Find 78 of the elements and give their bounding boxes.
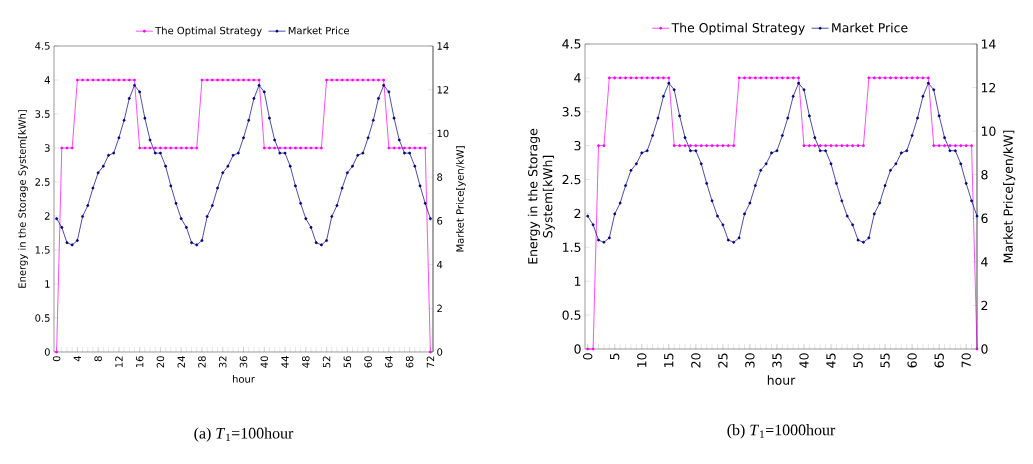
x-tick-label: 50 <box>853 353 863 368</box>
y2-axis-title: Market Price[yen/kW] <box>1003 130 1016 263</box>
y-axis-title: Energy in the Storage System[kWh] <box>18 110 28 288</box>
y2-tick-label: 6 <box>981 213 988 223</box>
y-axis-title: Energy in the Storage System[kWh] <box>527 128 555 264</box>
y2-tick-label: 8 <box>981 169 988 180</box>
x-tick-label: 45 <box>826 353 836 368</box>
x-tick-label: 65 <box>934 353 944 368</box>
x-tick-label: 55 <box>880 353 890 368</box>
y2-tick-label: 12 <box>437 86 449 94</box>
y2-tick-label: 12 <box>981 82 996 93</box>
x-tick-label: 0 <box>582 353 593 360</box>
x-tick-label: 4 <box>73 356 81 362</box>
x-tick-label: 70 <box>961 353 971 368</box>
x-tick-label: 60 <box>907 353 917 368</box>
y-tick-label: 2 <box>44 212 50 220</box>
y-tick-label: 2 <box>574 208 581 219</box>
y2-tick-label: 4 <box>437 260 443 269</box>
x-tick-label: 10 <box>637 353 647 367</box>
x-tick-label: 20 <box>691 353 701 368</box>
x-tick-label: 68 <box>405 356 414 368</box>
x-axis-title: hour <box>767 375 796 385</box>
text: (a) T$_{1}$=100hour <box>194 427 294 442</box>
x-tick-label: 52 <box>322 356 331 368</box>
x-tick-label: 20 <box>156 356 165 368</box>
y2-tick-label: 10 <box>981 126 996 136</box>
y-tick-label: 2.5 <box>562 174 581 185</box>
legend-label: Market Price <box>288 26 350 35</box>
y-tick-label: 3 <box>44 144 50 152</box>
y-tick-label: 4 <box>574 73 581 83</box>
x-tick-label: 30 <box>745 353 755 368</box>
x-tick-label: 56 <box>343 356 352 368</box>
x-tick-label: 40 <box>799 353 809 368</box>
text: (b) T$_{1}$=1000hour <box>727 424 836 439</box>
x-axis-title: hour <box>233 375 255 383</box>
y-tick-label: 1.5 <box>563 242 581 252</box>
y2-axis-title: Market Price[yen/kW] <box>456 146 466 252</box>
x-tick-label: 5 <box>610 353 620 360</box>
y-tick-label: 1 <box>574 276 581 286</box>
y-tick-label: 4.5 <box>35 42 50 50</box>
x-tick-label: 44 <box>281 356 289 368</box>
y2-tick-label: 6 <box>437 217 443 225</box>
x-tick-label: 72 <box>426 356 435 368</box>
y2-tick-label: 2 <box>437 304 442 312</box>
x-tick-label: 12 <box>115 356 123 368</box>
y-tick-label: 3.5 <box>562 107 581 117</box>
x-tick-label: 32 <box>218 356 227 368</box>
x-tick-label: 36 <box>239 356 248 368</box>
y-tick-label: 3 <box>574 140 581 151</box>
y2-tick-label: 14 <box>981 39 996 49</box>
legend-label: The Optimal Strategy <box>155 26 262 37</box>
x-tick-label: 64 <box>385 356 393 368</box>
y2-tick-label: 8 <box>437 173 443 181</box>
x-tick-label: 40 <box>260 356 269 368</box>
y-tick-label: 0.5 <box>562 310 581 320</box>
y-tick-label: 4 <box>44 76 50 84</box>
y-tick-label: 3.5 <box>35 110 50 118</box>
x-tick-label: 16 <box>135 356 144 368</box>
y2-tick-label: 14 <box>437 42 449 50</box>
y-tick-label: 1 <box>45 280 50 288</box>
x-tick-label: 25 <box>718 353 728 368</box>
y-tick-label: 4.5 <box>562 39 581 49</box>
x-tick-label: 0 <box>52 356 61 362</box>
y-tick-label: 2.5 <box>35 178 50 186</box>
x-tick-label: 24 <box>177 356 185 368</box>
y-tick-label: 1.5 <box>35 246 50 254</box>
x-tick-label: 48 <box>302 356 310 368</box>
y2-tick-label: 10 <box>437 129 449 138</box>
x-tick-label: 35 <box>772 353 782 368</box>
x-tick-label: 8 <box>94 356 102 362</box>
x-tick-label: 28 <box>198 356 206 368</box>
y2-tick-label: 4 <box>981 257 988 267</box>
x-tick-label: 15 <box>664 353 674 367</box>
y-tick-label: 0.5 <box>35 314 50 322</box>
x-tick-label: 60 <box>364 356 372 368</box>
y2-tick-label: 2 <box>981 300 988 311</box>
legend-label: The Optimal Strategy <box>671 22 805 35</box>
legend-label: Market Price <box>832 22 908 33</box>
